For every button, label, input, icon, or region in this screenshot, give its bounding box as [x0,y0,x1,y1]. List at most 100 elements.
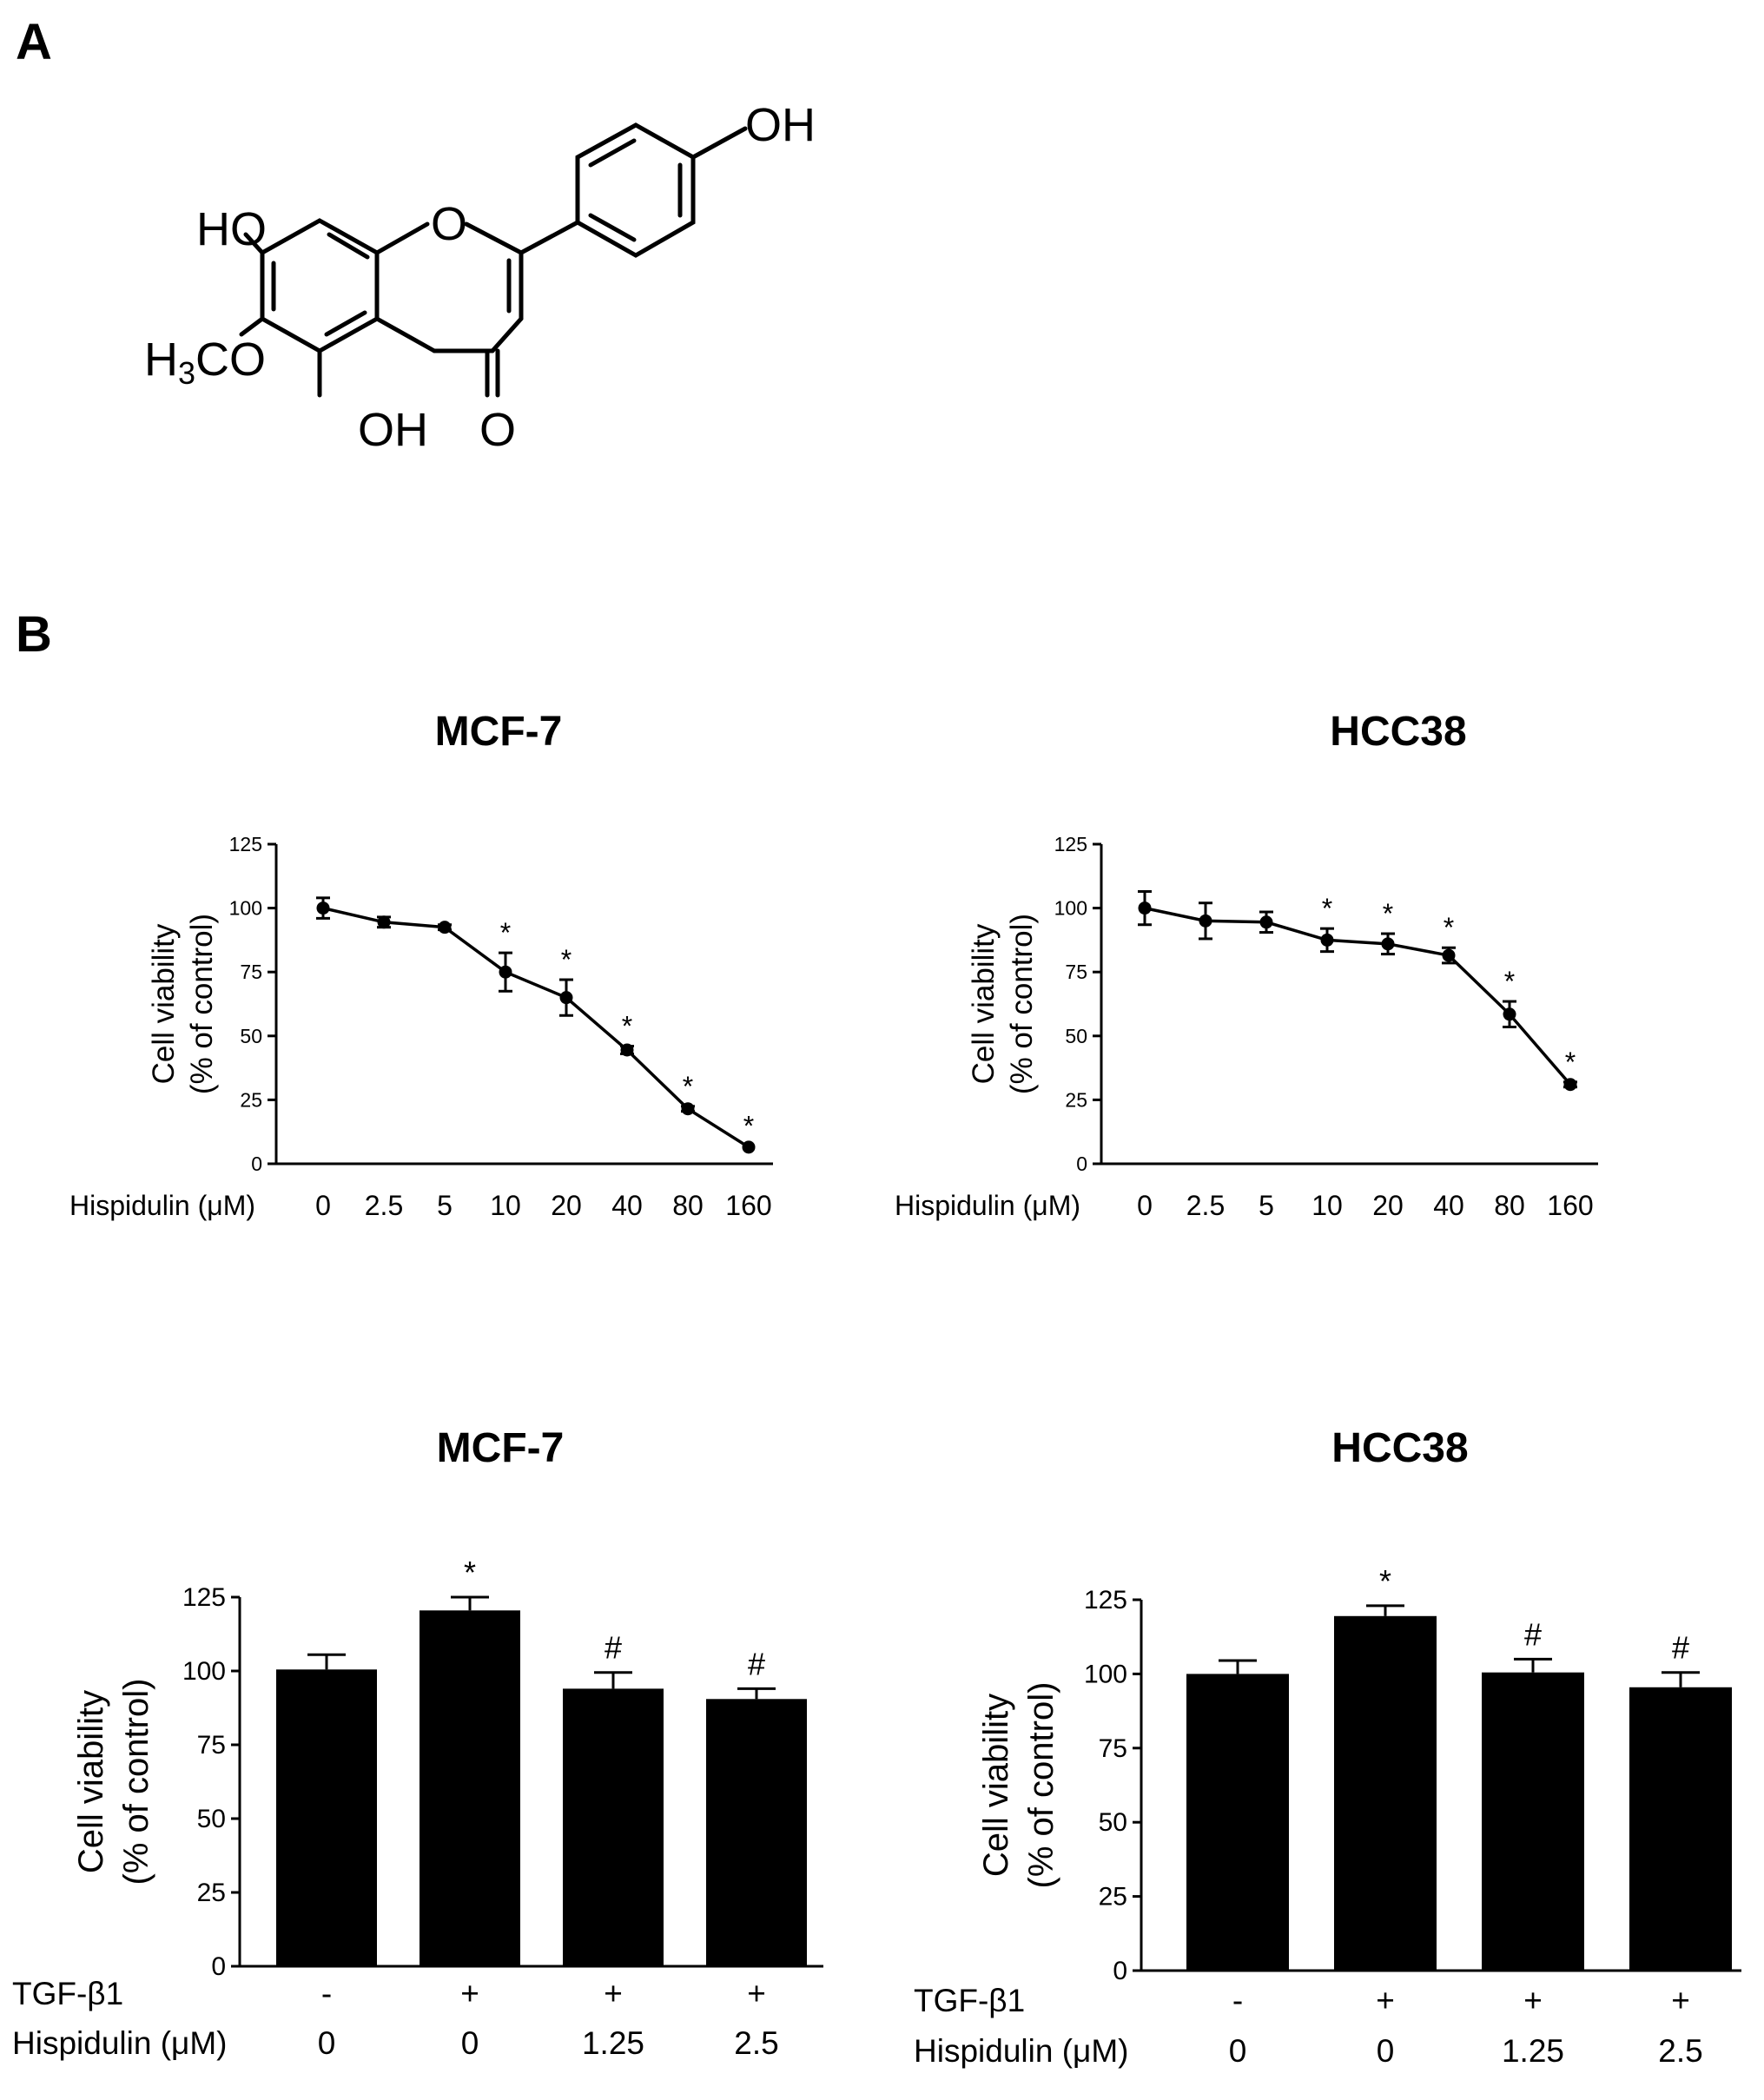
bar [1186,1674,1289,1971]
row-value: + [604,1976,623,2011]
y-axis-label-line2: (% of control) [1022,1682,1060,1889]
significance-mark: * [561,944,571,975]
y-tick-label: 125 [1054,833,1087,855]
ring-oxygen-label: O [431,198,467,250]
significance-mark: * [1322,893,1332,924]
y-tick-label: 25 [1099,1883,1127,1912]
significance-mark: * [464,1555,476,1590]
data-point [742,1140,756,1154]
row-value: - [1232,1983,1243,2018]
och3-bond [239,316,265,337]
series-line [1144,906,1572,1086]
bar [1482,1672,1584,1971]
ring-c-bond [490,316,524,353]
panel-label-b: B [16,606,52,663]
x-tick-label: 80 [1494,1190,1525,1221]
y-axis-label-line2: (% of control) [117,1679,155,1885]
data-point [1320,933,1334,947]
y-tick-label: 100 [1084,1660,1127,1688]
y-tick-label: 125 [229,833,262,855]
y-tick-label: 50 [197,1805,226,1833]
y-tick-label: 75 [1099,1734,1127,1763]
row-value: 2.5 [1658,2033,1702,2069]
data-point [1259,915,1273,929]
ring-a-double-bond [324,310,367,337]
data-point [1563,1078,1577,1092]
oh-bond-left [243,232,265,255]
och3-sub: 3 [178,355,195,391]
row-value: - [321,1976,332,2011]
data-point [1503,1007,1516,1021]
row-value: + [1376,1983,1395,2018]
y-tick-label: 25 [1065,1088,1087,1111]
chart-hcc38-bar: HCC38 0 25 50 75 100 125 Cell viability (% of co… [914,1425,1741,2069]
x-tick-label: 5 [1259,1190,1274,1221]
x-tick-label: 10 [490,1190,521,1221]
x-tick-label: 20 [551,1190,582,1221]
ring-b-link [519,220,580,255]
row-value: 1.25 [1502,2033,1564,2069]
chart-title: HCC38 [1330,709,1466,755]
row-value: 2.5 [734,2025,778,2061]
y-tick-label: 100 [182,1657,226,1686]
och3-h: H [144,333,178,386]
significance-mark: # [1524,1616,1542,1652]
y-axis-label-line1: Cell viability [72,1690,110,1873]
bar [563,1688,664,1966]
row-value: 0 [1229,2033,1247,2069]
ring-c-bond [374,316,437,353]
chart-mcf7-bar: MCF-7 0 25 50 75 100 125 Cell viability (% of co… [12,1425,823,2061]
significance-mark: * [683,1071,693,1102]
chart-title: HCC38 [1331,1425,1468,1471]
data-point [377,915,391,929]
data-point [1138,901,1152,915]
data-point [316,901,330,915]
significance-mark: * [1504,966,1515,997]
oh-bond-top [690,126,748,160]
chemical-structure [239,122,748,398]
x-tick-label: 160 [725,1190,771,1221]
x-axis-label: Hispidulin (μM) [895,1190,1080,1221]
y-axis-label-line1: Cell viability [147,923,181,1084]
data-point [1442,948,1456,962]
ho-label-left: HO [196,203,267,255]
row-value: 1.25 [582,2025,644,2061]
y-tick-label: 0 [211,1952,226,1981]
row-label: TGF-β1 [12,1976,123,2011]
ring-c-bond [464,221,524,255]
row-label: Hispidulin (μM) [914,2033,1128,2069]
row-value: + [1671,1983,1690,2018]
y-tick-label: 75 [1065,961,1087,983]
significance-mark: * [743,1110,754,1141]
data-point [1381,937,1395,951]
bar [1334,1615,1437,1971]
y-axis-label-line2: (% of control) [185,914,219,1094]
x-tick-label: 40 [611,1190,643,1221]
y-tick-label: 100 [1054,897,1087,920]
bar [276,1669,377,1966]
x-tick-label: 2.5 [365,1190,403,1221]
significance-mark: # [748,1646,765,1681]
y-tick-label: 125 [182,1583,226,1612]
oh-label-top: OH [745,99,816,151]
x-tick-label: 80 [672,1190,704,1221]
y-tick-label: 75 [197,1731,226,1760]
chart-title: MCF-7 [435,709,563,755]
bar [1629,1687,1732,1971]
significance-mark: * [1379,1563,1391,1599]
y-tick-label: 0 [1076,1152,1087,1175]
row-label: TGF-β1 [914,1983,1025,2018]
x-tick-label: 10 [1311,1190,1343,1221]
significance-mark: * [500,917,511,948]
y-tick-label: 50 [1099,1808,1127,1837]
y-tick-label: 100 [229,897,262,920]
bar [420,1610,520,1966]
y-tick-label: 125 [1084,1586,1127,1615]
y-axis-label-line1: Cell viability [977,1694,1015,1877]
data-point [559,991,573,1005]
carbonyl-oxygen-label: O [479,404,516,456]
oh-label-bottom: OH [358,404,428,456]
